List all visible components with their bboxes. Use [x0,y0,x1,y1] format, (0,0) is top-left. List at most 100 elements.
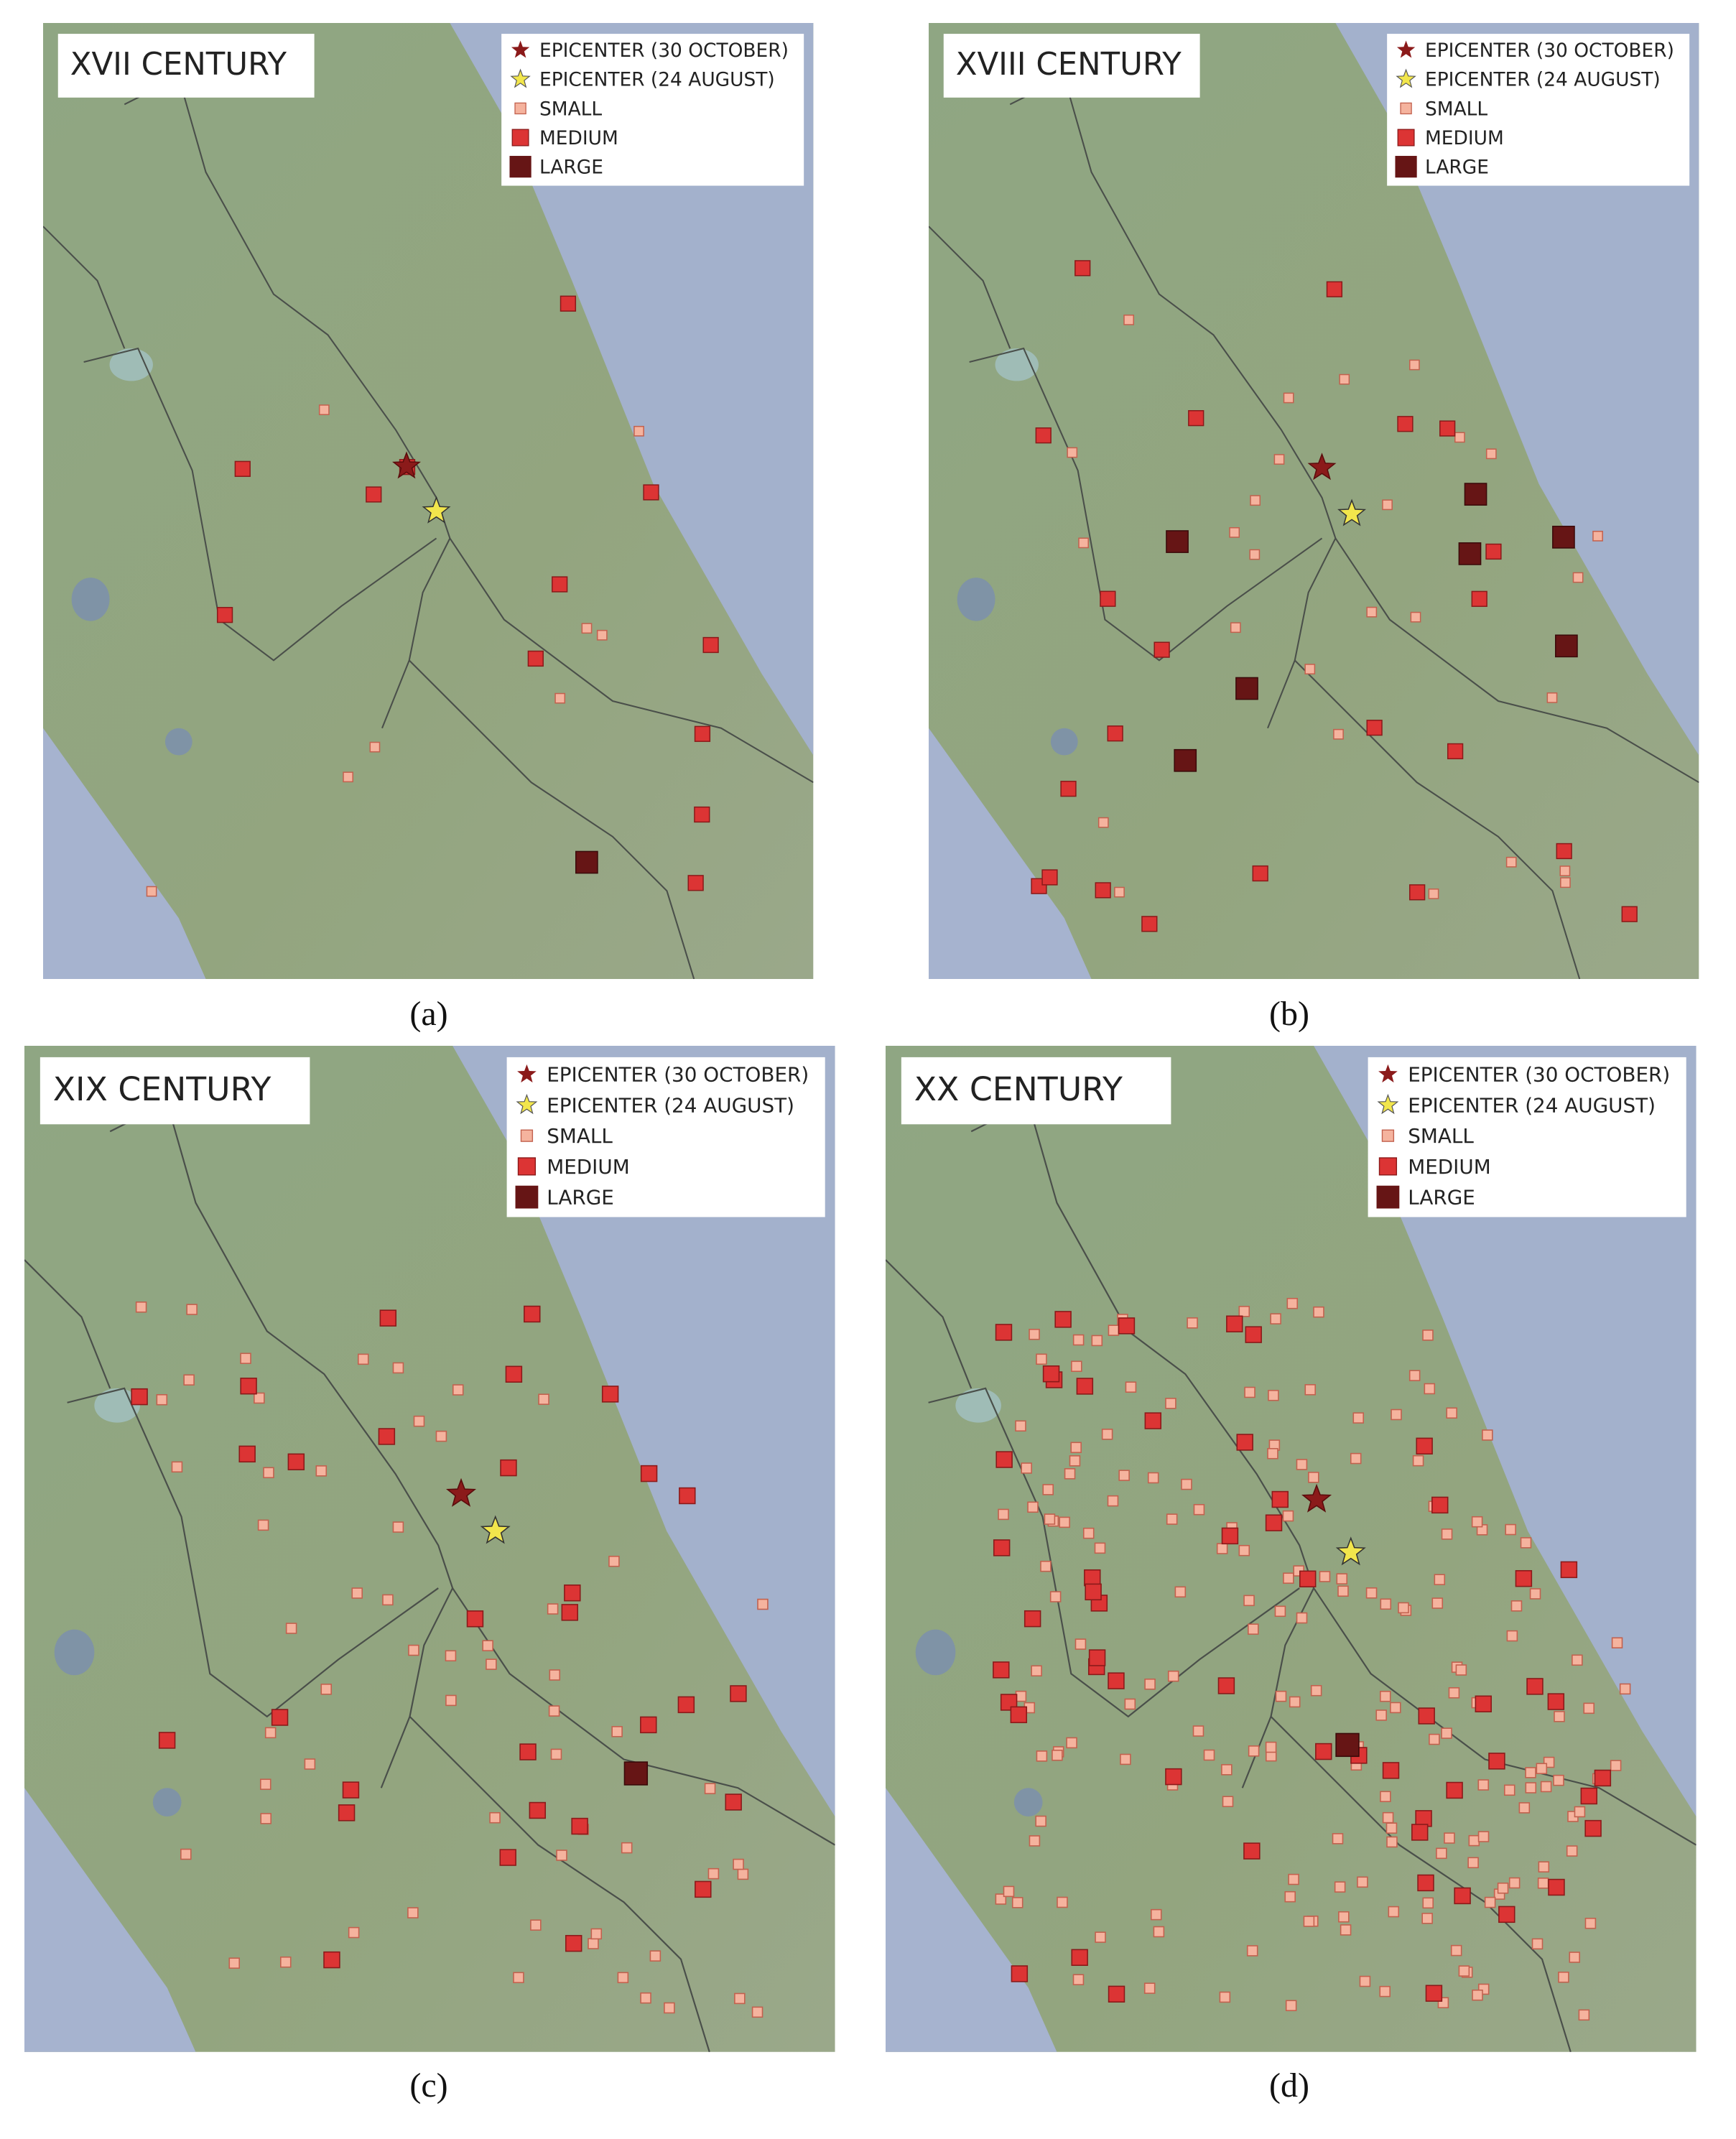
medium-marker [1000,1694,1018,1711]
legend-label: LARGE [547,1186,614,1210]
title-box [40,1057,310,1125]
small-marker [1518,1802,1531,1814]
small-marker [1031,1665,1042,1676]
small-marker [640,1992,651,2004]
small-marker [1029,1835,1041,1847]
small-marker [1044,1513,1056,1525]
small-marker [1538,1861,1550,1873]
medium-marker [131,1388,148,1406]
small-marker [1338,1911,1350,1923]
small-marker [1114,886,1125,898]
lake [1050,728,1078,756]
small-marker [1097,817,1109,828]
small-marker [1049,1591,1062,1602]
small-marker [1296,1612,1308,1624]
medium-marker [1417,1874,1434,1892]
medium-marker [234,460,251,477]
legend-symbol [514,102,526,115]
map-panel: XVIII CENTURY EPICENTER (30 OCTOBER) EPICE… [929,23,1699,980]
medium-marker [694,725,711,742]
border [124,76,451,729]
small-marker [1520,1537,1532,1549]
small-marker [445,1650,457,1662]
large-marker [1555,634,1578,658]
legend-label: EPICENTER (30 OCTOBER) [547,1063,809,1087]
legend-symbol [516,1093,538,1115]
medium-marker [679,1487,696,1505]
small-marker [1036,1750,1048,1762]
medium-marker [1425,1985,1443,2002]
epicenter-30-october [1301,1483,1332,1513]
small-marker [1578,2009,1590,2021]
sea [1335,23,1699,756]
medium-marker [1411,1824,1429,1841]
small-marker [1559,866,1571,876]
medium-marker [993,1539,1011,1556]
small-marker [1304,1384,1316,1396]
small-marker [1124,1698,1136,1710]
large-marker [1458,542,1482,565]
medium-marker [687,875,704,891]
medium-marker [1397,416,1414,432]
medium-marker [552,576,568,593]
small-marker [1352,1412,1364,1424]
medium-marker [1447,743,1464,760]
border [1009,76,1337,729]
medium-marker [1526,1678,1544,1695]
legend-symbol [517,1064,537,1083]
medium-marker [524,1305,541,1323]
small-marker [351,1587,363,1599]
medium-marker [287,1453,305,1470]
small-marker [1506,1630,1518,1642]
small-marker [1165,1398,1176,1409]
small-marker [1270,1313,1281,1324]
small-marker [1484,1896,1496,1908]
map-panel: XIX CENTURY EPICENTER (30 OCTOBER) EPICENT… [24,1046,835,2052]
small-marker [1248,1745,1260,1757]
medium-marker [1382,1762,1400,1779]
small-marker [1052,1750,1063,1761]
small-marker [1029,1329,1040,1340]
medium-marker [500,1459,517,1477]
small-marker [1428,888,1439,899]
small-marker [1095,1931,1106,1943]
medium-marker [1035,427,1052,444]
small-marker [1572,1654,1583,1666]
small-marker [608,1556,620,1567]
panel-caption: (c) [409,2066,447,2105]
medium-marker [366,486,382,503]
legend-symbol [1378,1064,1398,1083]
small-marker [413,1415,425,1427]
small-marker [1444,1832,1455,1844]
small-marker [1283,392,1294,404]
small-marker [1246,1945,1258,1957]
small-marker [1386,1836,1398,1848]
small-marker [1282,1510,1294,1522]
legend-label: MEDIUM [539,127,618,149]
title-box [57,34,315,98]
lake [164,728,192,756]
border [67,1387,439,1718]
legend-label: SMALL [547,1124,613,1148]
small-marker [1619,1683,1631,1695]
panel-caption: (b) [1269,995,1309,1033]
medium-marker [323,1951,340,1969]
medium-marker [1141,916,1158,932]
small-marker [1057,1896,1068,1908]
medium-marker [1366,720,1383,736]
small-marker [733,1858,744,1870]
small-marker [1203,1749,1215,1761]
medium-marker [1498,1906,1515,1924]
medium-marker [1315,1743,1332,1760]
border [109,1101,454,1788]
medium-marker [1299,1570,1317,1587]
small-marker [1485,448,1497,460]
small-marker [1583,1702,1595,1715]
small-marker [1304,664,1316,674]
small-marker [1434,1574,1446,1585]
medium-marker [1409,884,1426,901]
medium-marker [158,1732,176,1749]
small-marker [228,1957,240,1969]
legend-label: EPICENTER (24 AUGUST) [1425,69,1661,91]
medium-marker [1226,1315,1243,1332]
